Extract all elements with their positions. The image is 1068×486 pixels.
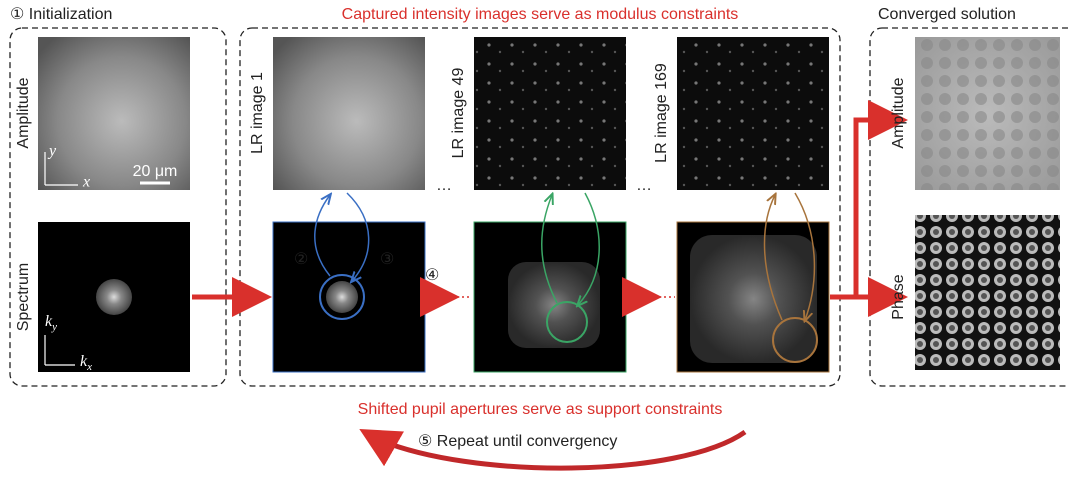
lr-label: LR image 49: [450, 68, 467, 159]
axis-y-label: y: [47, 143, 57, 160]
spectrum-disk: [326, 281, 358, 313]
scale-label: 20 μm: [133, 163, 178, 180]
step-4: ④: [425, 267, 439, 284]
solution-phase-image: [915, 215, 1060, 370]
step-3: ③: [380, 251, 394, 268]
solution-amplitude-cells: [915, 37, 1060, 190]
lr-label: LR image 169: [653, 63, 670, 163]
ky-sub: y: [51, 321, 57, 333]
spectrum-region: [690, 235, 817, 363]
init-spectrum-disk: [96, 279, 132, 315]
solution-phase-label: Phase: [890, 274, 907, 319]
solution-amplitude-label: Amplitude: [890, 77, 907, 148]
init-amplitude-label: Amplitude: [15, 77, 32, 148]
ellipsis: …: [436, 177, 452, 194]
footer-repeat: ⑤ Repeat until convergency: [418, 433, 617, 450]
lr-label: LR image 1: [249, 72, 266, 154]
init-spectrum-label: Spectrum: [15, 263, 32, 331]
header-right: Converged solution: [878, 6, 1016, 23]
lr49-image: [474, 37, 626, 190]
diagram: ① Initialization Captured intensity imag…: [0, 0, 1068, 486]
axis-x-label: x: [82, 174, 90, 191]
ellipsis: …: [636, 177, 652, 194]
footer-support: Shifted pupil apertures serve as support…: [358, 401, 723, 418]
header-center: Captured intensity images serve as modul…: [342, 6, 739, 23]
lr1-image: [273, 37, 425, 190]
header-left: ① Initialization: [10, 6, 112, 23]
spectrum-region: [508, 262, 600, 348]
kx-sub: x: [86, 361, 92, 373]
lr169-image: [677, 37, 829, 190]
step-2: ②: [294, 251, 308, 268]
